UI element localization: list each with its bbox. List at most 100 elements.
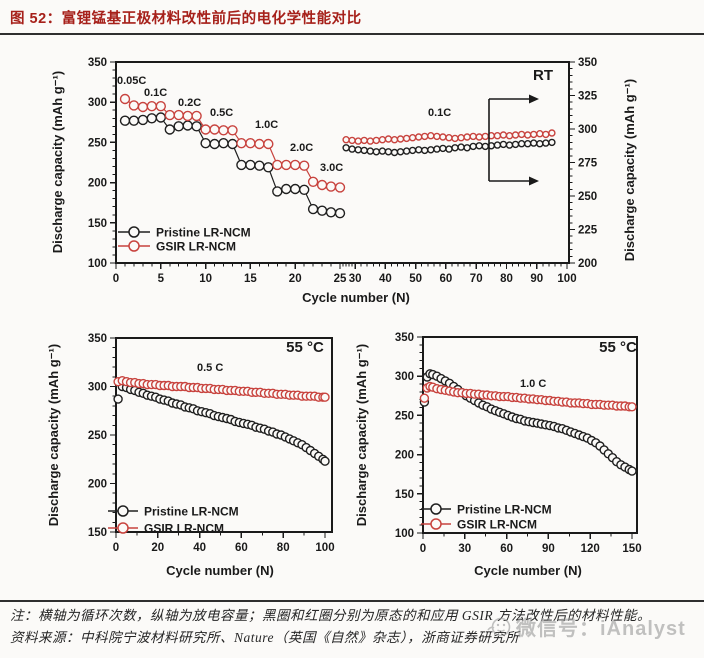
axes — [110, 61, 575, 269]
svg-text:10: 10 — [199, 273, 212, 285]
svg-text:0.5C: 0.5C — [210, 107, 233, 119]
axes — [417, 336, 638, 539]
svg-text:300: 300 — [578, 124, 597, 136]
series-gsir-55c-05c — [113, 376, 330, 402]
svg-text:Discharge capacity (mAh g⁻¹): Discharge capacity (mAh g⁻¹) — [622, 79, 637, 261]
svg-text:GSIR LR-NCM: GSIR LR-NCM — [156, 240, 236, 254]
svg-text:GSIR LR-NCM: GSIR LR-NCM — [144, 522, 224, 536]
svg-text:325: 325 — [578, 91, 598, 103]
legend: Pristine LR-NCM GSIR LR-NCM — [108, 505, 239, 536]
svg-text:150: 150 — [88, 527, 107, 539]
svg-text:60: 60 — [440, 273, 453, 285]
svg-text:Cycle number (N): Cycle number (N) — [474, 563, 582, 578]
svg-text:100: 100 — [88, 258, 107, 270]
svg-text:60: 60 — [500, 543, 513, 555]
svg-text:Cycle number (N): Cycle number (N) — [302, 290, 410, 305]
svg-text:350: 350 — [395, 332, 414, 344]
svg-text:90: 90 — [530, 273, 543, 285]
series-layer — [113, 376, 330, 466]
svg-text:0.05C: 0.05C — [117, 75, 146, 87]
axes — [110, 337, 333, 538]
svg-text:250: 250 — [88, 137, 107, 149]
svg-text:250: 250 — [395, 410, 414, 422]
series-gsir-rate-test — [119, 93, 346, 193]
svg-text:40: 40 — [193, 542, 206, 554]
svg-text:120: 120 — [581, 543, 600, 555]
svg-text:0.5 C: 0.5 C — [197, 362, 223, 374]
title-divider — [0, 33, 704, 35]
svg-text:300: 300 — [395, 371, 414, 383]
svg-text:200: 200 — [88, 178, 107, 190]
notes-divider — [0, 600, 704, 602]
svg-text:Pristine LR-NCM: Pristine LR-NCM — [457, 503, 552, 517]
chart-rt-rate-capability: 0 5 10 15 20 25 30 40 50 60 70 80 90 100 100 150 200 250 3… — [50, 57, 637, 305]
svg-text:1.0C: 1.0C — [255, 119, 278, 131]
svg-text:200: 200 — [88, 479, 107, 491]
svg-text:300: 300 — [88, 382, 107, 394]
series-layer — [419, 369, 637, 476]
series-pristine-55c-05c — [113, 381, 330, 466]
svg-text:80: 80 — [277, 542, 290, 554]
note-line: 注：横轴为循环次数，纵轴为放电容量；黑圈和红圈分别为原态的和应用 GSIR 方法… — [10, 608, 651, 623]
svg-text:100: 100 — [395, 528, 414, 540]
svg-text:0: 0 — [113, 273, 119, 285]
svg-text:150: 150 — [395, 489, 414, 501]
svg-text:300: 300 — [88, 97, 107, 109]
svg-text:200: 200 — [578, 258, 597, 270]
source-line: 资料来源：中科院宁波材料研究所、Nature（英国《自然》杂志），浙商证券研究所 — [10, 630, 520, 645]
series-pristine-rate-test — [119, 112, 346, 219]
svg-text:60: 60 — [235, 542, 248, 554]
svg-text:15: 15 — [244, 273, 257, 285]
svg-text:200: 200 — [395, 450, 414, 462]
svg-text:225: 225 — [578, 225, 598, 237]
svg-text:3.0C: 3.0C — [320, 162, 343, 174]
svg-text:50: 50 — [409, 273, 422, 285]
svg-text:30: 30 — [349, 273, 362, 285]
figure-title: 图 52：富锂锰基正极材料改性前后的电化学性能对比 — [10, 11, 362, 27]
svg-text:Cycle number (N): Cycle number (N) — [166, 563, 274, 578]
svg-text:275: 275 — [578, 158, 598, 170]
chart-55c-0p5c-cycling: 0 20 40 60 80 100 150 200 250 300 350 0.5 C 55 °C Cyc… — [46, 333, 335, 578]
svg-text:5: 5 — [158, 273, 165, 285]
svg-text:Pristine LR-NCM: Pristine LR-NCM — [144, 505, 239, 519]
labels-layer: 0 20 40 60 80 100 150 200 250 300 350 0.5 C 55 °C Cyc… — [46, 333, 335, 578]
svg-text:0: 0 — [113, 542, 119, 554]
figure-notes: 注：横轴为循环次数，纵轴为放电容量；黑圈和红圈分别为原态的和应用 GSIR 方法… — [10, 605, 698, 649]
svg-text:25: 25 — [334, 273, 347, 285]
svg-text:150: 150 — [622, 543, 641, 555]
svg-text:20: 20 — [289, 273, 302, 285]
svg-text:250: 250 — [88, 430, 107, 442]
svg-text:55 °C: 55 °C — [599, 339, 637, 356]
svg-text:40: 40 — [379, 273, 392, 285]
svg-text:0: 0 — [420, 543, 426, 555]
series-gsir-long-cycling — [342, 129, 556, 145]
svg-text:250: 250 — [578, 191, 597, 203]
svg-text:Discharge capacity (mAh g⁻¹): Discharge capacity (mAh g⁻¹) — [354, 344, 369, 526]
svg-text:70: 70 — [470, 273, 483, 285]
svg-text:150: 150 — [88, 218, 107, 230]
chart-55c-1p0c-cycling: 0 30 60 90 120 150 100 150 200 250 300 350 1.0 C 55 °… — [354, 332, 642, 578]
series-pristine-long-cycling — [342, 138, 556, 157]
svg-text:80: 80 — [500, 273, 513, 285]
svg-text:100: 100 — [557, 273, 576, 285]
series-gsir-55c-10c — [419, 381, 637, 412]
svg-text:90: 90 — [542, 543, 555, 555]
svg-text:GSIR LR-NCM: GSIR LR-NCM — [457, 518, 537, 532]
right-axis-bracket — [488, 94, 539, 186]
svg-text:RT: RT — [533, 67, 553, 84]
svg-text:350: 350 — [578, 57, 597, 69]
svg-text:30: 30 — [458, 543, 471, 555]
svg-text:0.1C: 0.1C — [144, 87, 167, 99]
svg-text:350: 350 — [88, 57, 107, 69]
svg-text:Discharge capacity (mAh g⁻¹): Discharge capacity (mAh g⁻¹) — [46, 344, 61, 526]
svg-text:20: 20 — [151, 542, 164, 554]
svg-text:350: 350 — [88, 333, 107, 345]
labels-layer: 0 30 60 90 120 150 100 150 200 250 300 350 1.0 C 55 °… — [354, 332, 642, 578]
svg-text:1.0 C: 1.0 C — [520, 378, 546, 390]
series-layer — [119, 93, 556, 219]
svg-text:0.2C: 0.2C — [178, 97, 201, 109]
svg-text:0.1C: 0.1C — [428, 107, 451, 119]
